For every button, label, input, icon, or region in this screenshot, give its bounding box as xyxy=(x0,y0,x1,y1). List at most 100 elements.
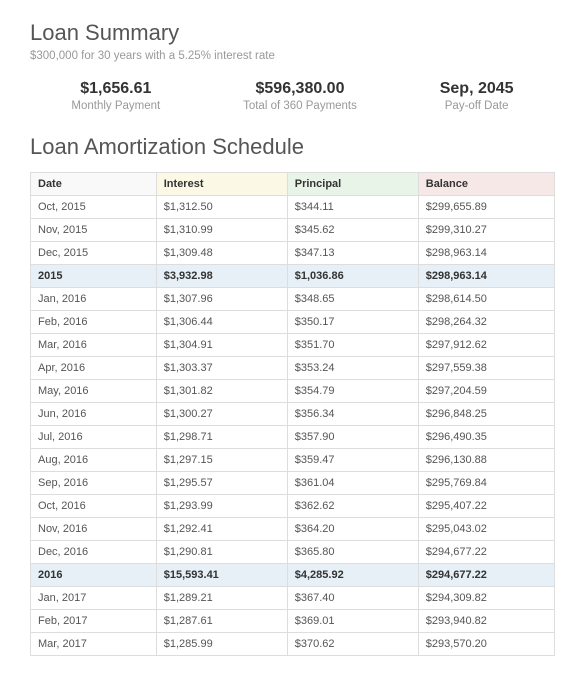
table-row: Jul, 2016$1,298.71$357.90$296,490.35 xyxy=(31,426,555,449)
cell-balance: $293,940.82 xyxy=(418,610,554,633)
cell-principal: $359.47 xyxy=(287,449,418,472)
stat-total-payments: $596,380.00 Total of 360 Payments xyxy=(243,80,357,112)
cell-interest: $3,932.98 xyxy=(156,265,287,288)
col-date: Date xyxy=(31,173,157,196)
cell-balance: $298,264.32 xyxy=(418,311,554,334)
table-row: Mar, 2017$1,285.99$370.62$293,570.20 xyxy=(31,633,555,656)
cell-date: 2016 xyxy=(31,564,157,587)
cell-balance: $299,655.89 xyxy=(418,196,554,219)
table-header-row: Date Interest Principal Balance xyxy=(31,173,555,196)
cell-principal: $347.13 xyxy=(287,242,418,265)
cell-principal: $369.01 xyxy=(287,610,418,633)
table-row: Sep, 2016$1,295.57$361.04$295,769.84 xyxy=(31,472,555,495)
cell-date: Oct, 2015 xyxy=(31,196,157,219)
cell-interest: $1,310.99 xyxy=(156,219,287,242)
cell-principal: $365.80 xyxy=(287,541,418,564)
cell-principal: $345.62 xyxy=(287,219,418,242)
loan-summary-title: Loan Summary xyxy=(30,20,555,46)
cell-balance: $295,043.02 xyxy=(418,518,554,541)
cell-principal: $370.62 xyxy=(287,633,418,656)
cell-balance: $295,407.22 xyxy=(418,495,554,518)
cell-interest: $1,307.96 xyxy=(156,288,287,311)
cell-date: Feb, 2016 xyxy=(31,311,157,334)
cell-date: Nov, 2016 xyxy=(31,518,157,541)
cell-date: Aug, 2016 xyxy=(31,449,157,472)
table-row: Mar, 2016$1,304.91$351.70$297,912.62 xyxy=(31,334,555,357)
table-row: Dec, 2016$1,290.81$365.80$294,677.22 xyxy=(31,541,555,564)
loan-summary-subtitle: $300,000 for 30 years with a 5.25% inter… xyxy=(30,50,555,62)
cell-interest: $1,304.91 xyxy=(156,334,287,357)
cell-balance: $296,130.88 xyxy=(418,449,554,472)
table-row: Jan, 2017$1,289.21$367.40$294,309.82 xyxy=(31,587,555,610)
cell-balance: $294,677.22 xyxy=(418,564,554,587)
cell-principal: $354.79 xyxy=(287,380,418,403)
cell-date: Jun, 2016 xyxy=(31,403,157,426)
stat-label: Total of 360 Payments xyxy=(243,100,357,112)
cell-principal: $344.11 xyxy=(287,196,418,219)
table-row-year-total: 2016$15,593.41$4,285.92$294,677.22 xyxy=(31,564,555,587)
table-row: Nov, 2016$1,292.41$364.20$295,043.02 xyxy=(31,518,555,541)
cell-balance: $297,204.59 xyxy=(418,380,554,403)
table-row: Dec, 2015$1,309.48$347.13$298,963.14 xyxy=(31,242,555,265)
cell-balance: $299,310.27 xyxy=(418,219,554,242)
col-balance: Balance xyxy=(418,173,554,196)
cell-date: Oct, 2016 xyxy=(31,495,157,518)
table-row: May, 2016$1,301.82$354.79$297,204.59 xyxy=(31,380,555,403)
cell-balance: $297,559.38 xyxy=(418,357,554,380)
amortization-table: Date Interest Principal Balance Oct, 201… xyxy=(30,172,555,656)
cell-principal: $364.20 xyxy=(287,518,418,541)
cell-interest: $1,292.41 xyxy=(156,518,287,541)
stat-label: Pay-off Date xyxy=(440,100,514,112)
cell-balance: $298,963.14 xyxy=(418,242,554,265)
cell-date: May, 2016 xyxy=(31,380,157,403)
cell-interest: $1,301.82 xyxy=(156,380,287,403)
table-row: Jan, 2016$1,307.96$348.65$298,614.50 xyxy=(31,288,555,311)
cell-balance: $294,309.82 xyxy=(418,587,554,610)
stat-value: Sep, 2045 xyxy=(440,80,514,98)
cell-date: Jan, 2016 xyxy=(31,288,157,311)
cell-date: Mar, 2017 xyxy=(31,633,157,656)
cell-balance: $298,614.50 xyxy=(418,288,554,311)
cell-date: Feb, 2017 xyxy=(31,610,157,633)
col-interest: Interest xyxy=(156,173,287,196)
cell-interest: $1,309.48 xyxy=(156,242,287,265)
table-row-year-total: 2015$3,932.98$1,036.86$298,963.14 xyxy=(31,265,555,288)
stat-value: $596,380.00 xyxy=(243,80,357,98)
cell-interest: $1,293.99 xyxy=(156,495,287,518)
cell-interest: $1,298.71 xyxy=(156,426,287,449)
cell-principal: $348.65 xyxy=(287,288,418,311)
cell-principal: $350.17 xyxy=(287,311,418,334)
table-row: Apr, 2016$1,303.37$353.24$297,559.38 xyxy=(31,357,555,380)
cell-balance: $293,570.20 xyxy=(418,633,554,656)
cell-date: 2015 xyxy=(31,265,157,288)
cell-interest: $1,306.44 xyxy=(156,311,287,334)
stat-payoff-date: Sep, 2045 Pay-off Date xyxy=(440,80,514,112)
cell-date: Nov, 2015 xyxy=(31,219,157,242)
cell-interest: $1,312.50 xyxy=(156,196,287,219)
cell-date: Dec, 2016 xyxy=(31,541,157,564)
cell-interest: $1,285.99 xyxy=(156,633,287,656)
stat-value: $1,656.61 xyxy=(71,80,160,98)
cell-date: Mar, 2016 xyxy=(31,334,157,357)
stat-label: Monthly Payment xyxy=(71,100,160,112)
cell-date: Jul, 2016 xyxy=(31,426,157,449)
table-row: Jun, 2016$1,300.27$356.34$296,848.25 xyxy=(31,403,555,426)
cell-interest: $1,290.81 xyxy=(156,541,287,564)
schedule-title: Loan Amortization Schedule xyxy=(30,134,555,160)
table-row: Oct, 2015$1,312.50$344.11$299,655.89 xyxy=(31,196,555,219)
cell-interest: $1,289.21 xyxy=(156,587,287,610)
cell-principal: $367.40 xyxy=(287,587,418,610)
cell-principal: $361.04 xyxy=(287,472,418,495)
cell-date: Apr, 2016 xyxy=(31,357,157,380)
cell-balance: $297,912.62 xyxy=(418,334,554,357)
cell-balance: $298,963.14 xyxy=(418,265,554,288)
col-principal: Principal xyxy=(287,173,418,196)
table-row: Nov, 2015$1,310.99$345.62$299,310.27 xyxy=(31,219,555,242)
cell-balance: $295,769.84 xyxy=(418,472,554,495)
cell-principal: $353.24 xyxy=(287,357,418,380)
cell-interest: $15,593.41 xyxy=(156,564,287,587)
cell-principal: $351.70 xyxy=(287,334,418,357)
cell-date: Sep, 2016 xyxy=(31,472,157,495)
cell-balance: $296,848.25 xyxy=(418,403,554,426)
cell-interest: $1,303.37 xyxy=(156,357,287,380)
